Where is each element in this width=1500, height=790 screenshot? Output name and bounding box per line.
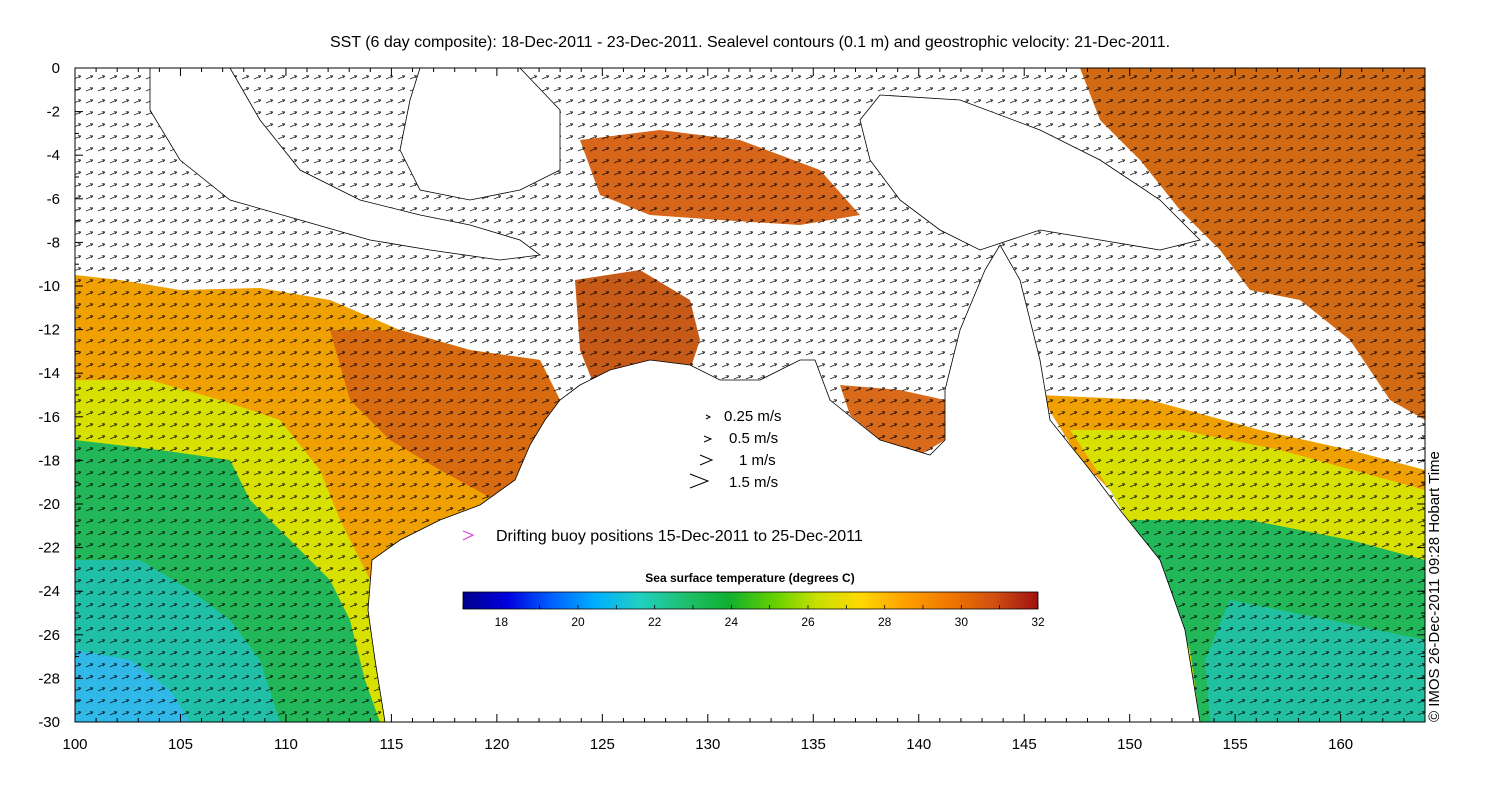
- x-tick-label: 160: [1328, 736, 1353, 753]
- y-tick-label: -2: [47, 104, 60, 121]
- x-tick-label: 145: [1012, 736, 1037, 753]
- y-axis-labels: 0 -2 -4 -6 -8 -10 -12 -14 -16 -18 -20 -22 -24 -26 -28 -…: [38, 60, 60, 731]
- x-tick-label: 115: [379, 736, 403, 753]
- velocity-label-1: 1 m/s: [739, 452, 776, 469]
- colorbar-label: 32: [1031, 615, 1045, 629]
- y-tick-label: -8: [47, 234, 60, 251]
- y-tick-label: -12: [38, 322, 60, 339]
- credit-text: © IMOS 26-Dec-2011 09:28 Hobart Time: [1426, 451, 1443, 722]
- buoy-legend: Drifting buoy positions 15-Dec-2011 to 2…: [462, 528, 863, 545]
- y-tick-label: -6: [47, 191, 60, 208]
- land-java-sumatra: [149, 68, 542, 261]
- x-tick-label: 100: [62, 736, 87, 753]
- x-tick-label: 150: [1117, 736, 1142, 753]
- x-tick-label: 140: [906, 736, 931, 753]
- y-tick-label: -4: [47, 147, 60, 164]
- velocity-arrow-1-5: [689, 473, 710, 489]
- y-tick-label: -16: [38, 409, 60, 426]
- buoy-legend-label: Drifting buoy positions 15-Dec-2011 to 2…: [496, 528, 863, 545]
- velocity-arrow-1: [699, 454, 714, 466]
- y-tick-label: -22: [38, 540, 60, 557]
- x-tick-label: 120: [484, 736, 509, 753]
- y-tick-label: -26: [38, 627, 60, 644]
- y-tick-label: -14: [38, 365, 60, 382]
- colorbar-title: Sea surface temperature (degrees C): [645, 571, 854, 585]
- colorbar-label: 20: [571, 615, 585, 629]
- velocity-label-1-5: 1.5 m/s: [729, 474, 778, 491]
- y-tick-label: -28: [38, 670, 60, 687]
- colorbar-label: 18: [495, 615, 509, 629]
- colorbar-ticks: 18 20 22 24 26 28 30 32: [462, 605, 1045, 629]
- colorbar-label: 22: [648, 615, 662, 629]
- x-tick-label: 135: [801, 736, 826, 753]
- velocity-label-0-5: 0.5 m/s: [729, 430, 778, 447]
- colorbar-label: 24: [725, 615, 739, 629]
- x-tick-label: 105: [168, 736, 193, 753]
- colorbar-label: 26: [801, 615, 815, 629]
- x-tick-label: 155: [1223, 736, 1248, 753]
- x-tick-label: 110: [274, 736, 298, 753]
- x-tick-label: 130: [695, 736, 720, 753]
- land-borneo-celebes: [399, 68, 561, 201]
- land-new-guinea: [859, 94, 1201, 251]
- x-tick-label: 125: [590, 736, 615, 753]
- y-tick-label: -18: [38, 452, 60, 469]
- colorbar-bar: [462, 591, 1039, 610]
- buoy-marker-icon: [462, 530, 475, 541]
- velocity-arrow-0-5: [703, 435, 713, 443]
- y-tick-label: -20: [38, 496, 60, 513]
- axis-ticks: [74, 67, 1426, 723]
- plot-area: [75, 68, 1425, 722]
- y-tick-label: 0: [52, 60, 60, 77]
- velocity-label-0-25: 0.25 m/s: [724, 408, 782, 425]
- velocity-arrow-0-25: [705, 414, 712, 420]
- x-axis-labels: 100 105 110 115 120 125 130 135 140 145 150 155 160: [62, 736, 1353, 753]
- map-title: SST (6 day composite): 18-Dec-2011 - 23-…: [329, 34, 1171, 51]
- y-tick-label: -30: [38, 714, 60, 731]
- velocity-legend: 0.25 m/s 0.5 m/s 1 m/s 1.5 m/s: [689, 408, 782, 491]
- y-tick-label: -10: [38, 278, 60, 295]
- colorbar-label: 30: [955, 615, 969, 629]
- y-tick-label: -24: [38, 583, 60, 600]
- colorbar: Sea surface temperature (degrees C) 18 20…: [462, 571, 1045, 629]
- colorbar-label: 28: [878, 615, 892, 629]
